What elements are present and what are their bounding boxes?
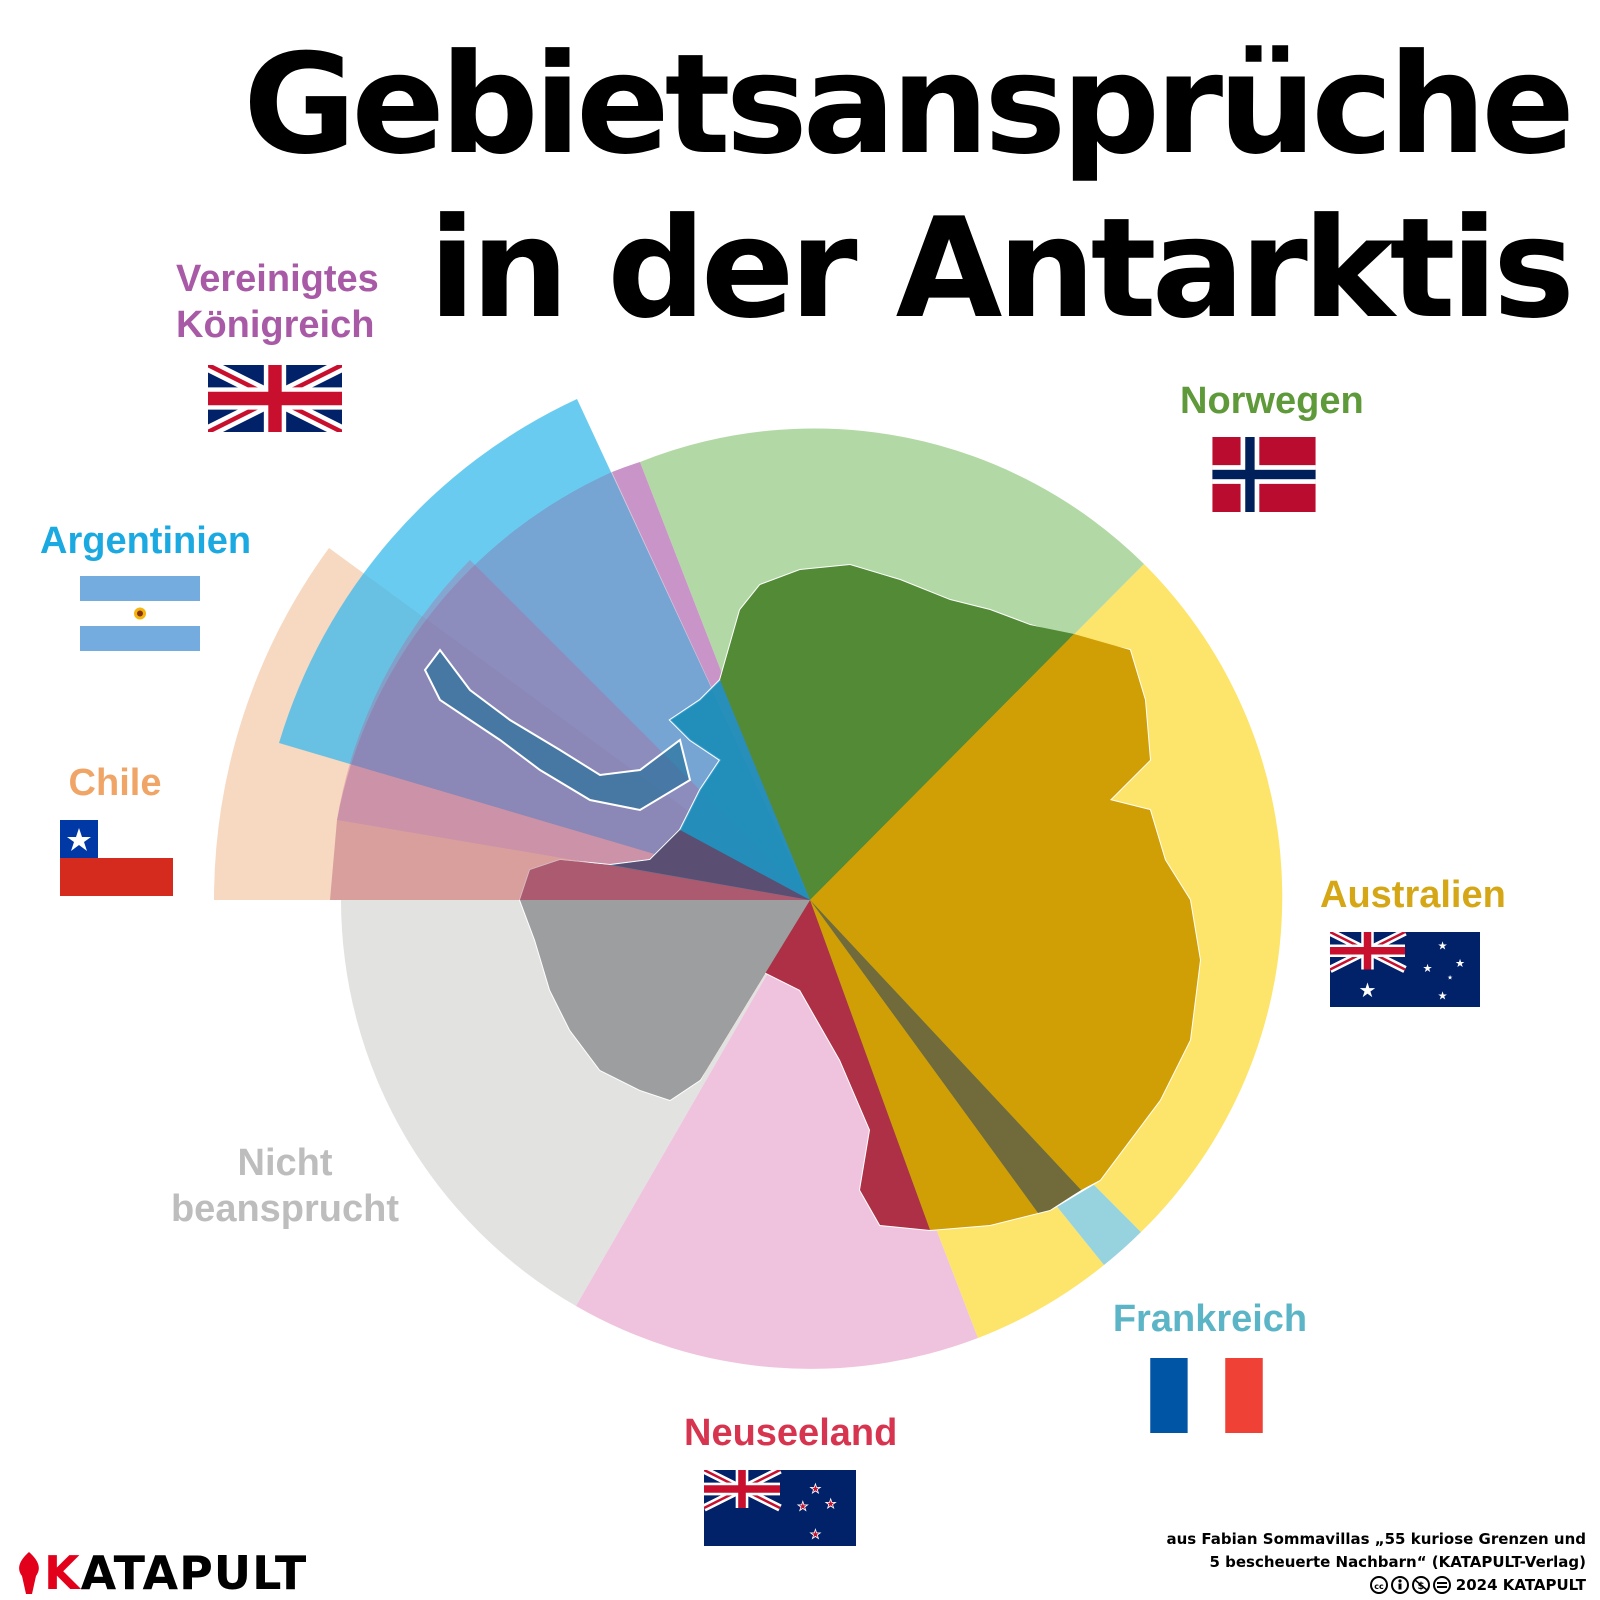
landmass-west bbox=[520, 680, 810, 900]
credit-line-1: aus Fabian Sommavillas „55 kuriose Grenz… bbox=[1166, 1530, 1586, 1548]
overlap-band bbox=[330, 820, 810, 900]
landmass-australia bbox=[810, 634, 1200, 1190]
svg-text:★: ★ bbox=[1447, 975, 1453, 982]
svg-text:★: ★ bbox=[1437, 990, 1447, 1003]
label-argentina: Argentinien bbox=[40, 520, 252, 562]
label-unclaimed: Nicht beansprucht bbox=[170, 1140, 400, 1232]
credit-line-2: 5 bescheuerte Nachbarn“ (KATAPULT-Verlag… bbox=[1209, 1553, 1586, 1571]
landmass-france bbox=[810, 900, 1081, 1213]
title-line-1: Gebietsansprüche bbox=[243, 24, 1575, 185]
label-unclaimed-line1: Nicht bbox=[237, 1142, 333, 1184]
svg-text:★: ★ bbox=[1437, 940, 1447, 953]
label-uk-line2: Königreich bbox=[176, 304, 375, 346]
label-australia: Australien bbox=[1320, 874, 1506, 916]
svg-text:★: ★ bbox=[810, 1526, 821, 1541]
label-unclaimed-line2: beansprucht bbox=[170, 1188, 400, 1230]
katapult-logo: KATAPULT bbox=[14, 1546, 307, 1600]
svg-text:★: ★ bbox=[1455, 957, 1465, 970]
svg-text:★: ★ bbox=[1422, 962, 1432, 975]
katapult-flame-icon bbox=[19, 1552, 39, 1594]
landmass-norway bbox=[720, 565, 1074, 900]
sector-uk bbox=[337, 472, 810, 900]
credit-line-3: cc $ 2024 KATAPULT bbox=[1369, 1576, 1586, 1594]
title-line-2: in der Antarktis bbox=[428, 188, 1575, 349]
label-norway: Norwegen bbox=[1180, 380, 1364, 422]
antarctic-peninsula bbox=[423, 648, 692, 812]
flag-new-zealand-icon: ★ ★ ★ ★ bbox=[704, 1470, 856, 1546]
flag-argentina-icon bbox=[80, 576, 200, 651]
creative-commons-license-icon: cc $ bbox=[1369, 1576, 1451, 1594]
label-uk: Vereinigtes Königreich bbox=[176, 256, 379, 348]
label-chile: Chile bbox=[68, 762, 162, 804]
sector-new-zealand bbox=[576, 900, 978, 1369]
landmass-unclaimed bbox=[520, 900, 810, 1100]
svg-text:★: ★ bbox=[1359, 978, 1377, 1002]
svg-text:★: ★ bbox=[797, 1499, 808, 1514]
svg-text:$: $ bbox=[1417, 1581, 1424, 1592]
label-france: Frankreich bbox=[1112, 1298, 1308, 1340]
logo-rest: ATAPULT bbox=[80, 1546, 308, 1600]
landmass-uk-strip bbox=[612, 830, 810, 900]
svg-text:★: ★ bbox=[810, 1481, 821, 1496]
svg-text:cc: cc bbox=[1374, 1582, 1384, 1591]
logo-first-letter: K bbox=[44, 1546, 81, 1600]
flag-norway-icon bbox=[1212, 437, 1316, 512]
flag-france-icon bbox=[1150, 1358, 1263, 1433]
credit-year: 2024 KATAPULT bbox=[1455, 1576, 1586, 1594]
landmass-australia-2 bbox=[810, 900, 1038, 1230]
label-new-zealand: Neuseeland bbox=[684, 1412, 898, 1454]
label-uk-line1: Vereinigtes bbox=[176, 258, 379, 300]
landmass-chile-strip bbox=[520, 860, 810, 900]
flag-chile-icon bbox=[60, 820, 173, 896]
flag-australia-icon: ★ ★ ★ ★ ★ ★ bbox=[1330, 932, 1480, 1007]
svg-text:★: ★ bbox=[825, 1496, 836, 1511]
flag-uk-icon bbox=[208, 365, 342, 432]
